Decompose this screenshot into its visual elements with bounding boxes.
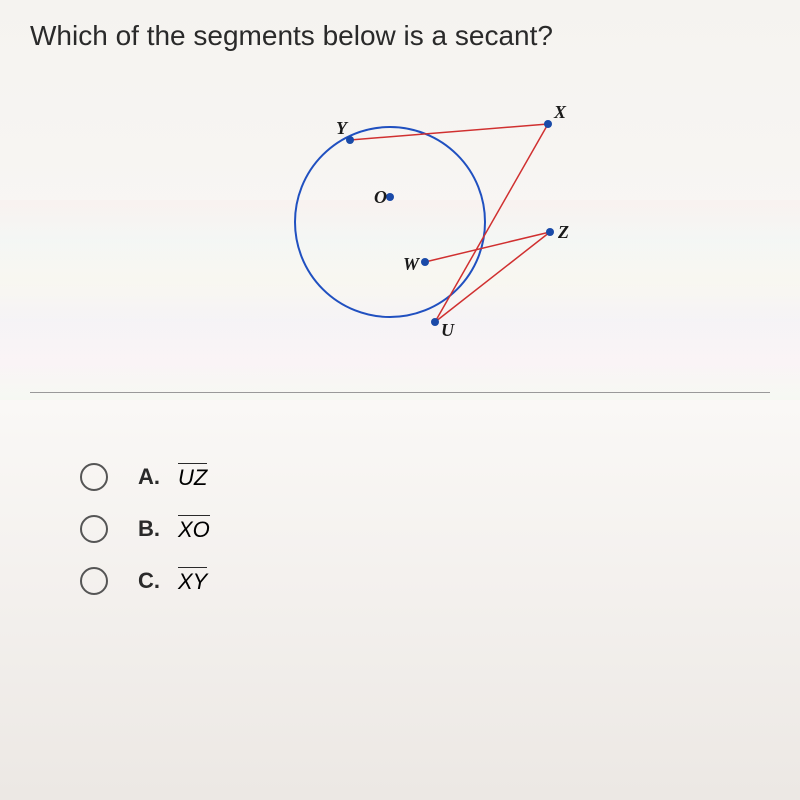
circle-diagram: Y X O Z W U xyxy=(210,82,590,362)
option-letter: C. xyxy=(138,568,166,594)
option-segment: XO xyxy=(178,515,210,543)
radio-icon[interactable] xyxy=(80,515,108,543)
svg-text:O: O xyxy=(374,187,387,207)
diagram-container: Y X O Z W U xyxy=(30,82,770,362)
question-text: Which of the segments below is a secant? xyxy=(30,20,770,52)
option-b[interactable]: B. XO xyxy=(80,515,720,543)
answer-options: A. UZ B. XO C. XY xyxy=(0,463,800,595)
option-a[interactable]: A. UZ xyxy=(80,463,720,491)
option-letter: A. xyxy=(138,464,166,490)
divider xyxy=(30,392,770,393)
radio-icon[interactable] xyxy=(80,463,108,491)
svg-text:W: W xyxy=(403,254,421,274)
radio-icon[interactable] xyxy=(80,567,108,595)
svg-text:X: X xyxy=(553,102,567,122)
svg-text:U: U xyxy=(441,320,455,340)
option-segment: UZ xyxy=(178,463,207,491)
option-letter: B. xyxy=(138,516,166,542)
option-c[interactable]: C. XY xyxy=(80,567,720,595)
svg-text:Z: Z xyxy=(557,222,569,242)
svg-text:Y: Y xyxy=(336,118,349,138)
option-segment: XY xyxy=(178,567,207,595)
